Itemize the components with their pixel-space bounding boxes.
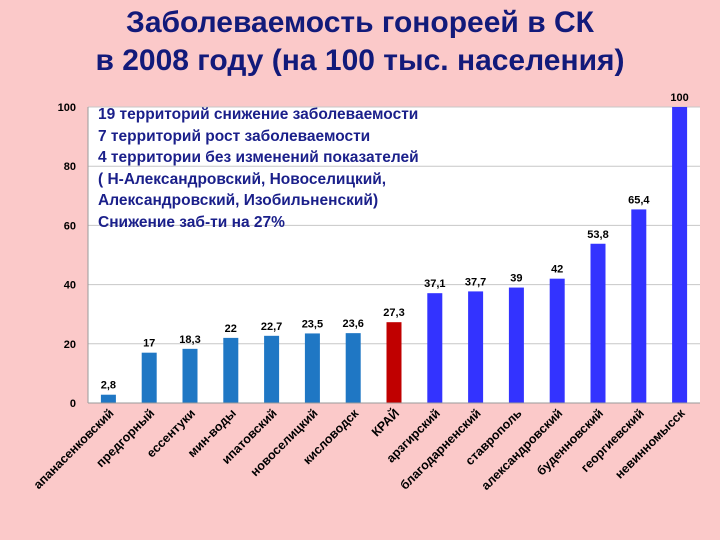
chart-title-line-2: в 2008 году (на 100 тыс. населения): [95, 44, 625, 77]
annotation-line: 4 территории без изменений показателей: [98, 149, 419, 167]
y-tick-label: 40: [64, 280, 76, 292]
bar: [631, 209, 647, 403]
bar: [590, 243, 606, 403]
data-label: 100: [670, 92, 688, 104]
bar: [141, 352, 157, 403]
data-label: 65,4: [628, 194, 650, 206]
annotation-line: 7 территорий рост заболеваемости: [98, 127, 371, 145]
y-tick-label: 100: [58, 102, 76, 114]
annotation-line: Снижение заб-ти на 27%: [98, 213, 285, 231]
data-label: 23,5: [302, 318, 323, 330]
y-tick-label: 80: [64, 161, 76, 173]
data-label: 22,7: [261, 321, 282, 333]
bar: [264, 335, 280, 403]
chart-title: Заболеваемость гонореей в СК в 2008 году…: [0, 4, 720, 80]
data-label: 23,6: [342, 318, 363, 330]
x-tick-label: невинномысск: [612, 406, 688, 482]
chart-title-line-1: Заболеваемость гонореей в СК: [126, 6, 594, 39]
y-tick-label: 60: [64, 220, 76, 232]
y-tick-label: 20: [64, 339, 76, 351]
annotation-line: Александровский, Изобильненский): [98, 192, 379, 210]
bar: [468, 291, 484, 403]
data-label: 17: [143, 338, 155, 350]
data-label: 27,3: [383, 307, 404, 319]
bar: [100, 394, 116, 403]
x-tick-label: КРАЙ: [368, 406, 402, 440]
bar: [672, 107, 688, 403]
bar: [223, 337, 239, 403]
bar: [345, 333, 361, 403]
data-label: 22: [225, 323, 237, 335]
y-tick-label: 0: [70, 398, 76, 410]
data-label: 37,1: [424, 278, 445, 290]
y-axis-ticks: 0 20 40 60 80 100: [58, 102, 76, 410]
annotation-line: ( Н-Александровский, Новоселицкий,: [98, 170, 387, 188]
bar: [508, 287, 524, 403]
annotation-box: 19 территорий снижение заболеваемости 7 …: [98, 104, 419, 234]
data-label: 53,8: [587, 229, 608, 241]
data-label: 18,3: [179, 334, 200, 346]
bar: [549, 278, 565, 403]
bar: [182, 348, 198, 403]
bars: [100, 107, 688, 403]
x-axis-labels: апанасенковскийпредгорныйессентукимин-во…: [31, 406, 688, 493]
bar: [304, 333, 320, 403]
data-label: 37,7: [465, 276, 486, 288]
data-label: 42: [551, 264, 563, 276]
data-labels: 2,8 17 18,3 22 22,7 23,5 23,6 27,3 37,1 37,7 39 42 5…: [101, 92, 689, 392]
bar: [386, 322, 402, 403]
bar: [427, 293, 443, 403]
data-label: 2,8: [101, 380, 116, 392]
data-label: 39: [510, 273, 522, 285]
annotation-line: 19 территорий снижение заболеваемости: [98, 106, 419, 123]
